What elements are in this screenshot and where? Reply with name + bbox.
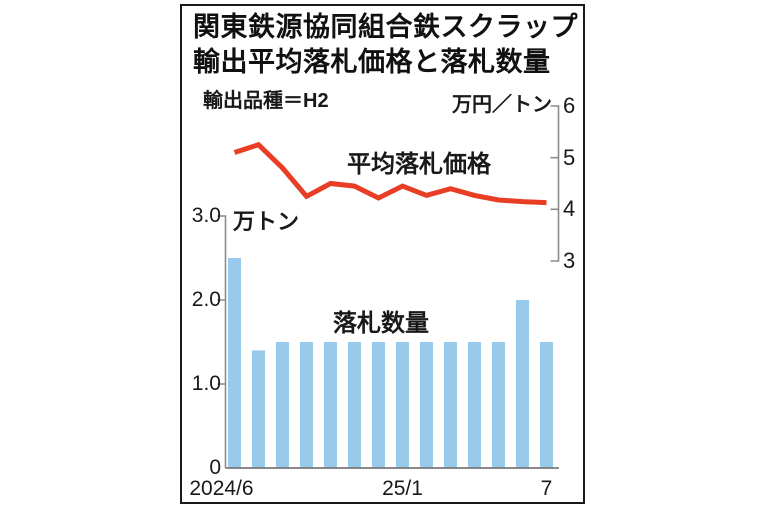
right-axis-tick-label: 4	[563, 196, 576, 222]
left-axis-tick-label: 1.0	[191, 372, 221, 395]
bar	[324, 342, 337, 468]
bar	[276, 342, 289, 468]
left-axis-tick-label: 3.0	[191, 204, 221, 227]
bar	[228, 258, 241, 468]
chart-title: 関東鉄源協同組合鉄スクラップ 輸出平均落札価格と落札数量	[193, 10, 578, 80]
chart-title-line2: 輸出平均落札価格と落札数量	[193, 47, 551, 77]
line-series-label: 平均落札価格	[347, 151, 491, 178]
left-axis	[217, 215, 227, 468]
right-axis-tick-label: 6	[563, 92, 576, 118]
bar	[540, 342, 553, 468]
right-axis-tick-label: 3	[563, 248, 576, 273]
x-axis-tick-label: 25/1	[382, 477, 423, 500]
x-axis-tick-label: 7	[540, 477, 553, 500]
right-axis-tick-label: 5	[563, 144, 576, 170]
bar	[516, 300, 529, 468]
right-axis	[550, 105, 560, 262]
bar	[372, 342, 385, 468]
right-axis-unit-label: 万円／トン	[452, 94, 552, 116]
bar	[252, 350, 265, 468]
bar-series-label: 落札数量	[333, 310, 429, 337]
bar	[420, 342, 433, 468]
bar	[444, 342, 457, 468]
price-line	[233, 141, 547, 206]
chart-title-line1: 関東鉄源協同組合鉄スクラップ	[193, 12, 578, 42]
left-axis-tick-label: 2.0	[191, 288, 221, 311]
x-axis-tick-label: 2024/6	[189, 477, 254, 500]
left-axis-tick-label: 0	[209, 456, 221, 479]
bar	[300, 342, 313, 468]
bar	[492, 342, 505, 468]
bar	[348, 342, 361, 468]
bar	[396, 342, 409, 468]
chart-subtitle: 輸出品種＝H2	[203, 90, 329, 112]
left-axis-unit-label: 万トン	[233, 209, 300, 234]
bar	[468, 342, 481, 468]
